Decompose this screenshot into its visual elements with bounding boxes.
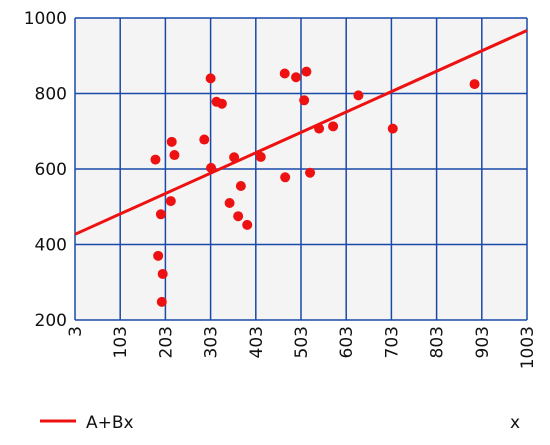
fit-line [74, 29, 528, 236]
data-point [166, 136, 177, 147]
data-point [216, 98, 227, 109]
data-point [205, 73, 216, 84]
data-point [157, 268, 168, 279]
data-point [314, 123, 325, 134]
y-tick-label: 200 [35, 311, 67, 331]
data-point [255, 151, 266, 162]
x-axis-label: x [510, 413, 520, 433]
legend-label: A+Bx [86, 413, 134, 433]
grid [74, 17, 528, 321]
data-point [206, 162, 217, 173]
x-tick-label: 303 [202, 326, 222, 358]
data-point [169, 150, 180, 161]
data-point [305, 167, 316, 178]
data-point [155, 209, 166, 220]
data-point [291, 72, 302, 83]
legend: A+Bx [40, 413, 134, 433]
y-tick-labels: 200 400 600 800 1000 [24, 9, 67, 331]
data-point [242, 219, 253, 230]
x-tick-label: 603 [337, 326, 357, 358]
x-tick-labels: 3 103 203 303 403 503 603 703 803 903 1003 [66, 326, 538, 369]
y-tick-label: 400 [35, 236, 67, 256]
x-tick-label: 203 [156, 326, 176, 358]
y-tick-label: 800 [35, 85, 67, 105]
x-tick-label: 503 [292, 326, 312, 358]
data-point [150, 154, 161, 165]
y-tick-label: 600 [35, 160, 67, 180]
x-tick-label: 1003 [518, 326, 538, 369]
x-tick-label: 403 [247, 326, 267, 358]
data-point [301, 66, 312, 77]
data-point [156, 296, 167, 307]
data-point [387, 123, 398, 134]
y-tick-label: 1000 [24, 9, 67, 29]
x-tick-label: 103 [111, 326, 131, 358]
data-point [279, 68, 290, 79]
x-tick-label: 3 [66, 326, 86, 337]
data-point [469, 79, 480, 90]
data-point [353, 90, 364, 101]
data-point [153, 250, 164, 261]
data-point [235, 180, 246, 191]
data-point [299, 95, 310, 106]
data-point [165, 196, 176, 207]
fit-line-layer [74, 29, 528, 236]
data-point [280, 172, 291, 183]
scatter-points [150, 66, 480, 307]
x-tick-label: 903 [473, 326, 493, 358]
data-point [229, 152, 240, 163]
data-point [224, 197, 235, 208]
x-tick-label: 703 [382, 326, 402, 358]
data-point [328, 121, 339, 132]
x-tick-label: 803 [428, 326, 448, 358]
data-point [199, 134, 210, 145]
data-point [233, 211, 244, 222]
